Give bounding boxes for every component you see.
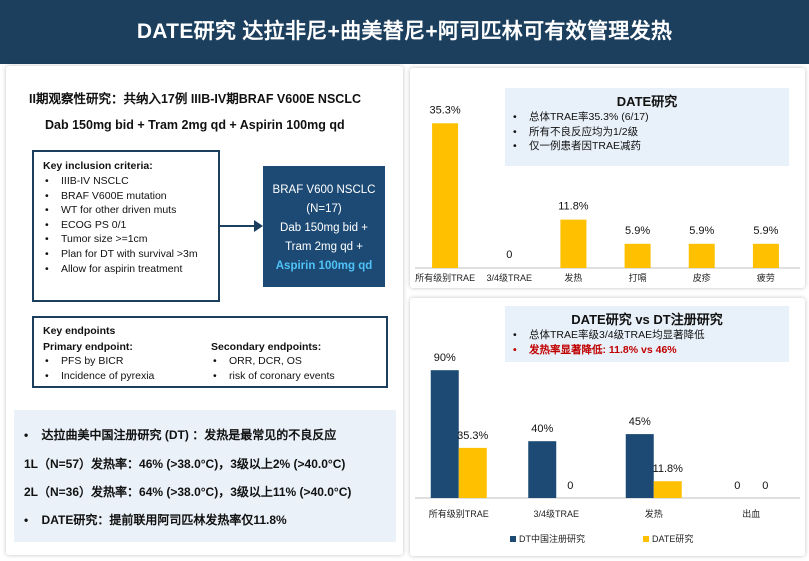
list-item: ORR, DCR, OS xyxy=(211,354,381,369)
list-item: ECOG PS 0/1 xyxy=(43,218,218,233)
data-label: 40% xyxy=(531,423,553,435)
study-description: II期观察性研究：共纳入17例 IIIB-IV期BRAF V600E NSCLC xyxy=(29,92,361,106)
bar xyxy=(625,434,654,498)
list-item: 总体TRAE率35.3% (6/17) xyxy=(511,110,789,125)
inclusion-list: IIIB-IV NSCLC BRAF V600E mutation WT for… xyxy=(43,174,218,276)
inclusion-title: Key inclusion criteria: xyxy=(43,160,153,172)
list-item: Allow for aspirin treatment xyxy=(43,262,218,277)
list-item: Incidence of pyrexia xyxy=(43,369,203,384)
list-item: 仅一例患者因TRAE减药 xyxy=(511,139,789,154)
data-label: 5.9% xyxy=(753,225,778,237)
data-label: 35.3% xyxy=(429,104,460,116)
comparison-chart: 90% 35.3% 所有级别TRAE 40% 0 3/4级TRAE 45% 11.8% 发热 0 0… xyxy=(415,352,800,544)
date-info-title: DATE研究 xyxy=(616,94,678,109)
list-item: 总体TRAE率级3/4级TRAE均显著降低 xyxy=(511,328,789,343)
bar xyxy=(752,243,779,268)
data-label: 0 xyxy=(762,480,768,492)
tick-label: 出血 xyxy=(742,508,760,519)
summary-line-3: 2L（N=36）发热率：64% (>38.0°C)，3级以上11% (>40.0… xyxy=(24,485,352,499)
bar xyxy=(624,243,651,268)
list-item: BRAF V600E mutation xyxy=(43,189,218,204)
bar xyxy=(528,441,557,498)
comparison-info-box: DATE研究 vs DT注册研究 总体TRAE率级3/4级TRAE均显著降低 发… xyxy=(505,306,789,362)
endpoints-box: Key endpoints Primary endpoint: PFS by B… xyxy=(32,316,388,388)
tick-label: 所有级别TRAE xyxy=(415,272,475,283)
data-label: 5.9% xyxy=(689,225,714,237)
data-label: 11.8% xyxy=(653,463,684,475)
legend-label: DATE研究 xyxy=(652,533,693,544)
list-item: 所有不良反应均为1/2级 xyxy=(511,125,789,140)
data-label: 5.9% xyxy=(625,225,650,237)
secondary-endpoints: Secondary endpoints: ORR, DCR, OS risk o… xyxy=(211,340,381,383)
bar xyxy=(430,370,459,498)
tick-label: 发热 xyxy=(564,272,582,283)
legend-label: DT中国注册研究 xyxy=(519,533,585,544)
tick-label: 打嗝 xyxy=(629,272,647,283)
tick-label: 皮疹 xyxy=(693,272,711,283)
list-item: IIIB-IV NSCLC xyxy=(43,174,218,189)
legend-swatch xyxy=(510,536,516,542)
bar xyxy=(458,447,487,498)
tick-label: 发热 xyxy=(645,508,663,519)
page-title: DATE研究 达拉非尼+曲美替尼+阿司匹林可有效管理发热 xyxy=(136,20,673,43)
arrow-icon xyxy=(220,220,263,232)
regimen-tram: Tram 2mg qd + xyxy=(285,241,363,253)
summary-line-4: • DATE研究：提前联用阿司匹林发热率仅11.8% xyxy=(24,513,287,527)
data-label: 0 xyxy=(734,480,740,492)
data-label: 11.8% xyxy=(558,201,589,213)
tick-label: 3/4级TRAE xyxy=(486,272,532,283)
data-label: 35.3% xyxy=(457,430,488,442)
data-label: 90% xyxy=(434,352,456,364)
secondary-title: Secondary endpoints: xyxy=(211,341,322,353)
date-trae-chart: 35.3% 所有级别TRAE 0 3/4级TRAE 11.8% 发热 5.9% 打嗝 5.9% 皮… xyxy=(415,104,800,283)
header-bar xyxy=(0,0,809,64)
bar xyxy=(653,481,682,498)
legend-swatch xyxy=(643,536,649,542)
tick-label: 疲劳 xyxy=(757,272,775,283)
regimen-line: Dab 150mg bid + Tram 2mg qd + Aspirin 10… xyxy=(45,118,345,132)
list-item-highlight: 发热率显著降低: 11.8% vs 46% xyxy=(511,343,789,358)
summary-line-1: • 达拉曲美中国注册研究 (DT) ：发热是最常见的不良反应 xyxy=(24,428,337,442)
list-item: risk of coronary events xyxy=(211,369,381,384)
primary-endpoints: Primary endpoint: PFS by BICR Incidence … xyxy=(43,340,203,383)
list-item: WT for other driven muts xyxy=(43,203,218,218)
bar xyxy=(560,219,587,268)
summary-box: • 达拉曲美中国注册研究 (DT) ：发热是最常见的不良反应 1L（N=57）发… xyxy=(14,410,396,542)
list-item: PFS by BICR xyxy=(43,354,203,369)
primary-title: Primary endpoint: xyxy=(43,341,133,353)
data-label: 0 xyxy=(567,480,573,492)
regimen-title: BRAF V600 NSCLC xyxy=(272,184,376,196)
tick-label: 所有级别TRAE xyxy=(429,508,489,519)
bar xyxy=(432,123,459,268)
list-item: Tumor size >=1cm xyxy=(43,232,218,247)
summary-line-2: 1L（N=57）发热率：46% (>38.0°C)，3级以上2% (>40.0°… xyxy=(24,457,346,471)
comparison-info-title: DATE研究 vs DT注册研究 xyxy=(571,312,723,327)
regimen-aspirin: Aspirin 100mg qd xyxy=(275,260,373,272)
regimen-box: BRAF V600 NSCLC (N=17) Dab 150mg bid + T… xyxy=(263,166,385,287)
data-label: 0 xyxy=(506,249,512,261)
inclusion-criteria-box: Key inclusion criteria: IIIB-IV NSCLC BR… xyxy=(32,150,220,302)
regimen-dab: Dab 150mg bid + xyxy=(280,222,368,234)
regimen-n: (N=17) xyxy=(306,203,342,215)
bar xyxy=(688,243,715,268)
data-label: 45% xyxy=(629,416,651,428)
date-info-box: DATE研究 总体TRAE率35.3% (6/17) 所有不良反应均为1/2级 … xyxy=(505,88,789,166)
tick-label: 3/4级TRAE xyxy=(533,508,579,519)
list-item: Plan for DT with survival >3m xyxy=(43,247,218,262)
endpoints-title: Key endpoints xyxy=(43,325,116,337)
